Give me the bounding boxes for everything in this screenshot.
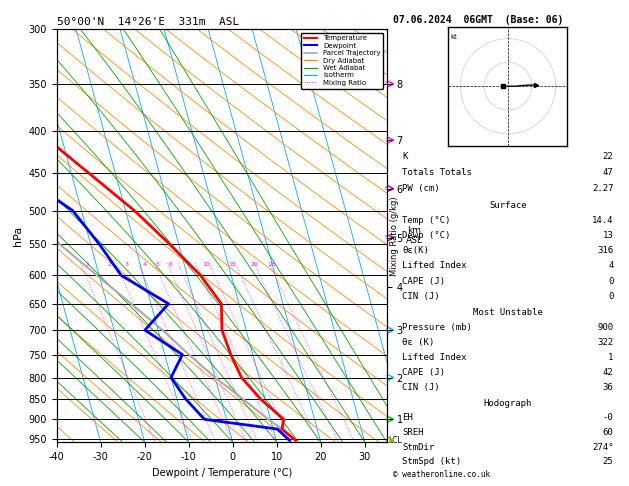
Text: 50°00'N  14°26'E  331m  ASL: 50°00'N 14°26'E 331m ASL — [57, 17, 239, 27]
Text: Temp (°C): Temp (°C) — [403, 216, 451, 225]
Text: 5: 5 — [385, 235, 388, 241]
Text: 25: 25 — [269, 262, 276, 267]
Text: 1: 1 — [86, 262, 89, 267]
Text: 10: 10 — [203, 262, 210, 267]
Text: 0: 0 — [608, 292, 613, 301]
Text: Pressure (mb): Pressure (mb) — [403, 323, 472, 332]
Text: 47: 47 — [603, 168, 613, 177]
Text: Mixing Ratio (g/kg): Mixing Ratio (g/kg) — [390, 196, 399, 276]
Text: Most Unstable: Most Unstable — [473, 308, 543, 317]
Text: θε (K): θε (K) — [403, 338, 435, 347]
Text: -0: -0 — [603, 414, 613, 422]
Text: © weatheronline.co.uk: © weatheronline.co.uk — [393, 469, 490, 479]
Text: CIN (J): CIN (J) — [403, 382, 440, 392]
Text: PW (cm): PW (cm) — [403, 184, 440, 193]
Text: StmSpd (kt): StmSpd (kt) — [403, 457, 462, 466]
Text: 1: 1 — [385, 417, 388, 422]
Text: 2.27: 2.27 — [592, 184, 613, 193]
Text: 07.06.2024  06GMT  (Base: 06): 07.06.2024 06GMT (Base: 06) — [393, 15, 564, 25]
Text: 0: 0 — [608, 277, 613, 286]
Text: 2: 2 — [108, 262, 111, 267]
Text: 5: 5 — [156, 262, 160, 267]
Text: LCL: LCL — [388, 436, 402, 445]
Text: 274°: 274° — [592, 443, 613, 451]
Text: 22: 22 — [603, 152, 613, 161]
Text: 60: 60 — [603, 428, 613, 437]
Text: 4: 4 — [143, 262, 147, 267]
Text: 6: 6 — [385, 186, 388, 191]
Text: CIN (J): CIN (J) — [403, 292, 440, 301]
Text: Lifted Index: Lifted Index — [403, 261, 467, 270]
Text: SREH: SREH — [403, 428, 424, 437]
Text: 322: 322 — [598, 338, 613, 347]
Text: 36: 36 — [603, 382, 613, 392]
Y-axis label: hPa: hPa — [13, 226, 23, 246]
Text: Dewp (°C): Dewp (°C) — [403, 231, 451, 240]
Text: 20: 20 — [251, 262, 259, 267]
Text: CAPE (J): CAPE (J) — [403, 277, 445, 286]
Text: 42: 42 — [603, 367, 613, 377]
Text: 3: 3 — [125, 262, 129, 267]
Text: 8: 8 — [385, 82, 388, 87]
Y-axis label: km
ASL: km ASL — [406, 226, 422, 245]
Text: Totals Totals: Totals Totals — [403, 168, 472, 177]
Text: Hodograph: Hodograph — [484, 399, 532, 408]
Text: 8: 8 — [187, 262, 191, 267]
Text: kt: kt — [451, 34, 458, 40]
Text: 1: 1 — [608, 353, 613, 362]
Text: 25: 25 — [603, 457, 613, 466]
Text: 7: 7 — [385, 138, 388, 142]
Text: θε(K): θε(K) — [403, 246, 429, 255]
Text: 4: 4 — [608, 261, 613, 270]
Text: 15: 15 — [229, 262, 237, 267]
Text: StmDir: StmDir — [403, 443, 435, 451]
Text: 2: 2 — [385, 375, 388, 380]
X-axis label: Dewpoint / Temperature (°C): Dewpoint / Temperature (°C) — [152, 468, 292, 478]
Text: EH: EH — [403, 414, 413, 422]
Text: 3: 3 — [385, 328, 388, 332]
Text: CAPE (J): CAPE (J) — [403, 367, 445, 377]
Text: 13: 13 — [603, 231, 613, 240]
Text: 900: 900 — [598, 323, 613, 332]
Legend: Temperature, Dewpoint, Parcel Trajectory, Dry Adiabat, Wet Adiabat, Isotherm, Mi: Temperature, Dewpoint, Parcel Trajectory… — [301, 33, 383, 88]
Text: Lifted Index: Lifted Index — [403, 353, 467, 362]
Text: Surface: Surface — [489, 201, 526, 210]
Text: 316: 316 — [598, 246, 613, 255]
Text: K: K — [403, 152, 408, 161]
Text: 14.4: 14.4 — [592, 216, 613, 225]
Text: 6: 6 — [169, 262, 173, 267]
